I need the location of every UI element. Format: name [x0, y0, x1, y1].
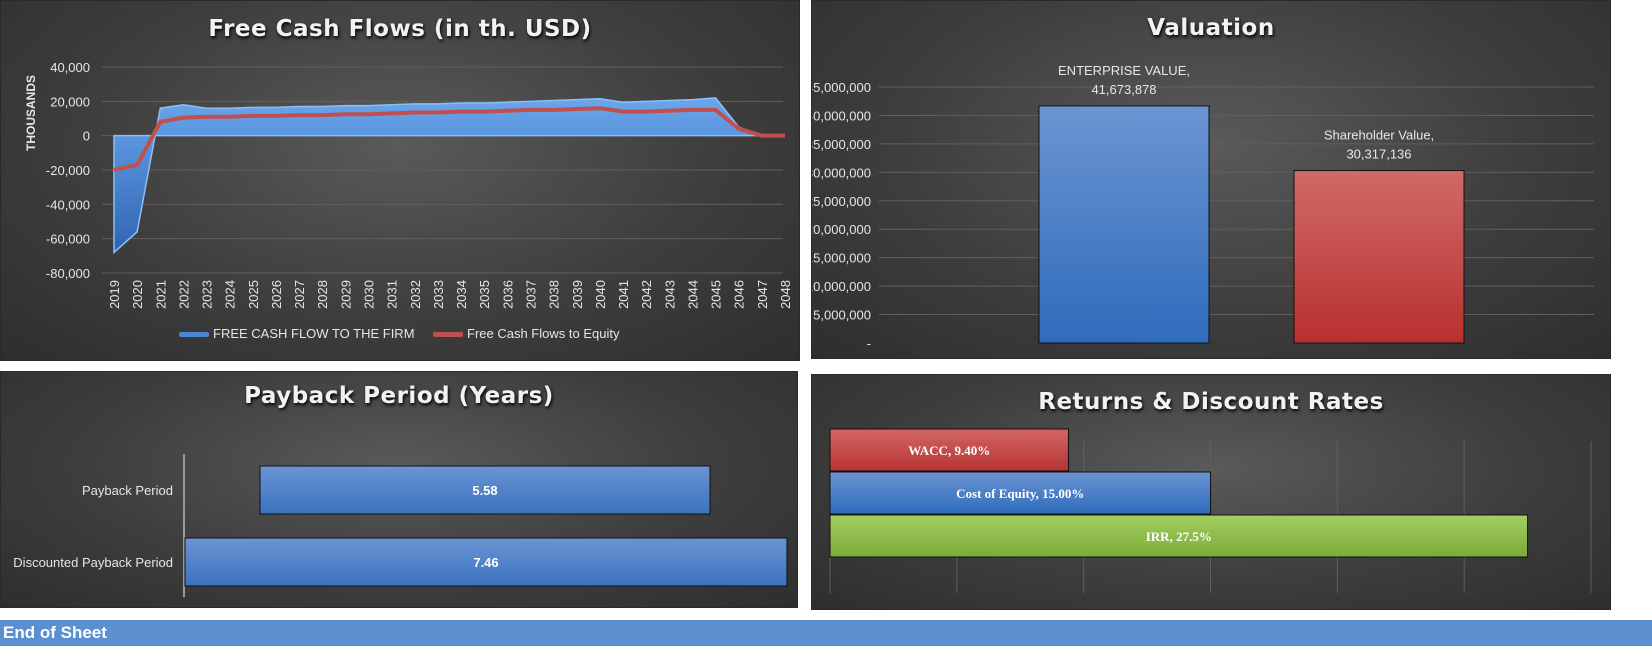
fcf-legend-firm: FREE CASH FLOW TO THE FIRM [179, 326, 415, 341]
valuation-data-label: 30,317,136 [1346, 147, 1411, 162]
payback-chart: 5.58 Payback Period 7.46 Discounted Payback… [13, 454, 788, 597]
valuation-y-tick-label: 20,000,000 [812, 222, 871, 237]
fcf-x-tick-label: 2046 [732, 280, 747, 309]
valuation-chart: 45,000,000 40,000,000 35,000,000 30,000,000… [812, 63, 1594, 351]
returns-data-label: Cost of Equity, 15.00% [956, 486, 1084, 501]
end-of-sheet-label: End of Sheet [3, 623, 107, 642]
fcf-y-tick-label: -60,000 [46, 232, 90, 247]
valuation-chart-title: Valuation [1147, 15, 1275, 41]
fcf-x-tick-label: 2029 [338, 280, 353, 309]
legend-label-firm: FREE CASH FLOW TO THE FIRM [213, 326, 415, 341]
fcf-y-tick-label: -80,000 [46, 266, 90, 281]
returns-bar [829, 471, 1211, 515]
fcf-x-tick-label: 2048 [778, 280, 793, 309]
valuation-y-tick-label: 30,000,000 [812, 165, 871, 180]
payback-data-label: 5.58 [472, 483, 497, 498]
fcf-y-tick-label: -40,000 [46, 197, 90, 212]
fcf-x-tick-label: 2044 [685, 280, 700, 309]
valuation-y-tick-label: 40,000,000 [812, 108, 871, 123]
fcf-x-tick-label: 2041 [616, 280, 631, 309]
payback-chart-panel: Payback Period (Years) 5.58 Payback Perio… [0, 371, 798, 608]
fcf-x-tick-label: 2047 [755, 280, 770, 309]
returns-bar [829, 428, 1069, 472]
returns-chart: WACC, 9.40% Cost of Equity, 15.00% IRR, 27… [829, 428, 1592, 593]
fcf-x-tick-label: 2040 [593, 280, 608, 309]
returns-chart-title: Returns & Discount Rates [1038, 389, 1384, 415]
valuation-y-tick-label: 10,000,000 [812, 279, 871, 294]
fcf-chart-panel: Free Cash Flows (in th. USD) 40,000 20,00… [0, 0, 800, 361]
returns-data-label: WACC, 9.40% [908, 443, 990, 458]
fcf-x-tick-label: 2037 [523, 280, 538, 309]
fcf-x-tick-label: 2045 [709, 280, 724, 309]
payback-category-label: Payback Period [82, 483, 173, 498]
fcf-series-firm-area [113, 97, 785, 255]
fcf-y-tick-label: 0 [83, 129, 90, 144]
valuation-y-tick-label: 35,000,000 [812, 137, 871, 152]
legend-swatch-firm [179, 332, 209, 338]
fcf-x-tick-label: 2023 [200, 280, 215, 309]
fcf-legend-equity: Free Cash Flows to Equity [433, 326, 619, 341]
fcf-x-tick-label: 2026 [269, 280, 284, 309]
fcf-x-tick-label: 2031 [385, 280, 400, 309]
legend-label-equity: Free Cash Flows to Equity [467, 326, 620, 341]
fcf-x-tick-label: 2035 [477, 280, 492, 309]
payback-bar [259, 465, 711, 515]
valuation-y-tick-label: - [867, 336, 871, 351]
fcf-x-tick-label: 2033 [431, 280, 446, 309]
valuation-y-tick-label: 45,000,000 [812, 80, 871, 95]
fcf-x-tick-label: 2043 [662, 280, 677, 309]
valuation-chart-panel: Valuation 45,000,000 40,000,000 35,000,000… [811, 0, 1611, 359]
valuation-y-tick-label: 25,000,000 [812, 194, 871, 209]
fcf-chart: 40,000 20,000 0 -20,000 -40,000 -60,000 -80,00… [24, 60, 793, 309]
valuation-y-tick-label: 15,000,000 [812, 251, 871, 266]
fcf-y-tick-label: 40,000 [50, 60, 90, 75]
valuation-bar-enterprise [1038, 105, 1210, 344]
fcf-y-tick-label: 20,000 [50, 94, 90, 109]
payback-chart-title: Payback Period (Years) [244, 383, 554, 409]
fcf-x-tick-label: 2022 [176, 280, 191, 309]
fcf-x-tick-label: 2039 [570, 280, 585, 309]
payback-data-label: 7.46 [473, 555, 498, 570]
fcf-y-axis-label: THOUSANDS [24, 75, 38, 151]
fcf-x-tick-label: 2038 [547, 280, 562, 309]
fcf-x-tick-label: 2028 [315, 280, 330, 309]
fcf-x-tick-label: 2032 [408, 280, 423, 309]
fcf-x-tick-label: 2020 [130, 280, 145, 309]
payback-category-label: Discounted Payback Period [13, 555, 173, 570]
valuation-bar-shareholder [1293, 170, 1465, 344]
fcf-y-tick-label: -20,000 [46, 163, 90, 178]
returns-bar [829, 514, 1529, 558]
fcf-x-tick-label: 2024 [223, 280, 238, 309]
fcf-x-tick-label: 2027 [292, 280, 307, 309]
returns-chart-panel: Returns & Discount Rates WACC, 9.40% Cost… [811, 374, 1611, 610]
fcf-series-equity-line [113, 106, 785, 172]
valuation-data-label: ENTERPRISE VALUE, [1058, 63, 1190, 78]
valuation-data-label: Shareholder Value, [1324, 128, 1434, 143]
fcf-x-tick-label: 2021 [153, 280, 168, 309]
fcf-x-tick-label: 2019 [107, 280, 122, 309]
fcf-x-tick-label: 2034 [454, 280, 469, 309]
fcf-x-tick-label: 2030 [362, 280, 377, 309]
legend-swatch-equity [433, 332, 463, 338]
valuation-y-tick-label: 5,000,000 [813, 308, 871, 323]
fcf-chart-title: Free Cash Flows (in th. USD) [208, 16, 592, 42]
fcf-x-tick-label: 2036 [500, 280, 515, 309]
payback-bar [184, 537, 788, 587]
returns-data-label: IRR, 27.5% [1146, 529, 1212, 544]
fcf-x-tick-label: 2042 [639, 280, 654, 309]
valuation-data-label: 41,673,878 [1091, 82, 1156, 97]
end-of-sheet-bar: End of Sheet [0, 620, 1652, 646]
fcf-x-tick-label: 2025 [246, 280, 261, 309]
